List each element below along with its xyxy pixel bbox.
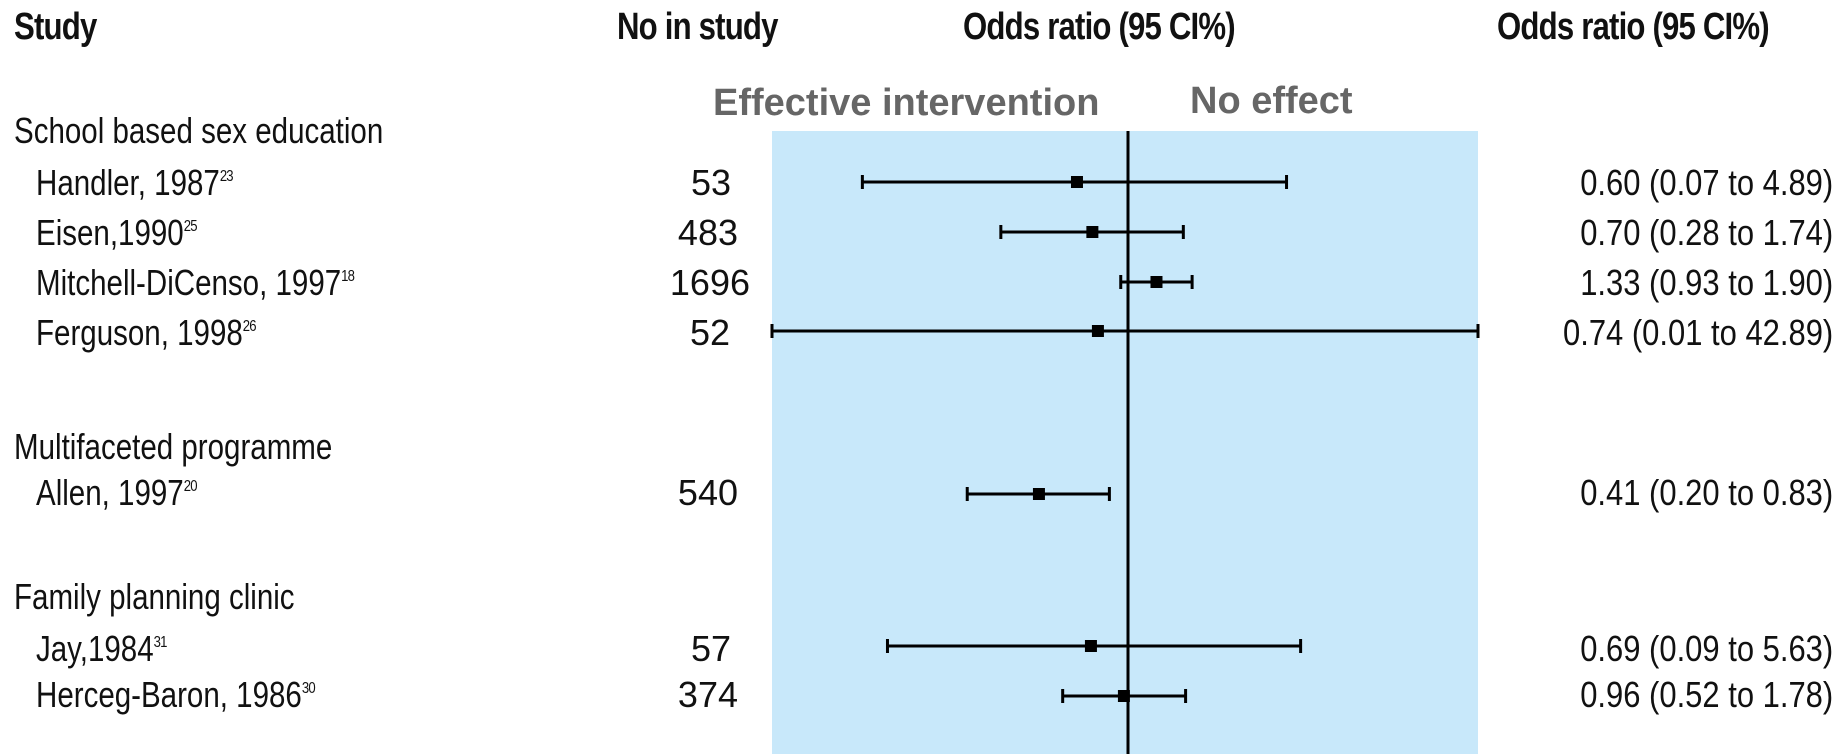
study-size: 53 xyxy=(690,162,731,203)
group-heading: Family planning clinic xyxy=(14,576,295,617)
odds-ratio-value: 0.70 (0.28 to 1.74) xyxy=(1579,212,1833,253)
study-label: Herceg-Baron, 198630 xyxy=(36,674,316,715)
odds-ratio-value: 0.41 (0.20 to 0.83) xyxy=(1579,472,1833,513)
group-heading: Multifaceted programme xyxy=(14,426,333,467)
effective-intervention-annotation: Effective intervention xyxy=(713,82,1100,124)
point-estimate xyxy=(1084,640,1097,652)
study-size: 57 xyxy=(690,628,731,669)
odds-ratio-value: 0.96 (0.52 to 1.78) xyxy=(1579,674,1833,715)
group-heading: School based sex education xyxy=(14,110,384,151)
study-label: Ferguson, 199826 xyxy=(36,312,257,353)
study-column-header: Study xyxy=(14,6,97,48)
study-size: 483 xyxy=(677,212,738,253)
point-estimate xyxy=(1086,226,1099,238)
study-label: Allen, 199720 xyxy=(36,472,197,513)
study-label: Jay,198431 xyxy=(36,628,167,669)
study-label: Eisen,199025 xyxy=(36,212,197,253)
number-column-header: No in study xyxy=(617,6,778,48)
study-size: 374 xyxy=(677,674,738,715)
point-estimate xyxy=(1091,325,1104,337)
study-size: 1696 xyxy=(669,262,750,303)
plot-panel xyxy=(772,131,1478,754)
study-size: 52 xyxy=(689,312,730,353)
odds-ratio-value: 1.33 (0.93 to 1.90) xyxy=(1579,262,1833,303)
plot-column-header: Odds ratio (95 CI%) xyxy=(963,6,1236,48)
point-estimate xyxy=(1150,276,1163,288)
no-effect-annotation: No effect xyxy=(1190,80,1353,122)
odds-ratio-value: 0.60 (0.07 to 4.89) xyxy=(1579,162,1833,203)
point-estimate xyxy=(1070,176,1083,188)
odds-ratio-value: 0.74 (0.01 to 42.89) xyxy=(1562,312,1833,353)
point-estimate xyxy=(1117,690,1130,702)
study-label: Mitchell-DiCenso, 199718 xyxy=(36,262,355,303)
study-size: 540 xyxy=(677,472,738,513)
study-label: Handler, 198723 xyxy=(36,162,234,203)
result-column-header: Odds ratio (95 CI%) xyxy=(1497,6,1770,48)
point-estimate xyxy=(1032,488,1045,500)
odds-ratio-value: 0.69 (0.09 to 5.63) xyxy=(1579,628,1833,669)
